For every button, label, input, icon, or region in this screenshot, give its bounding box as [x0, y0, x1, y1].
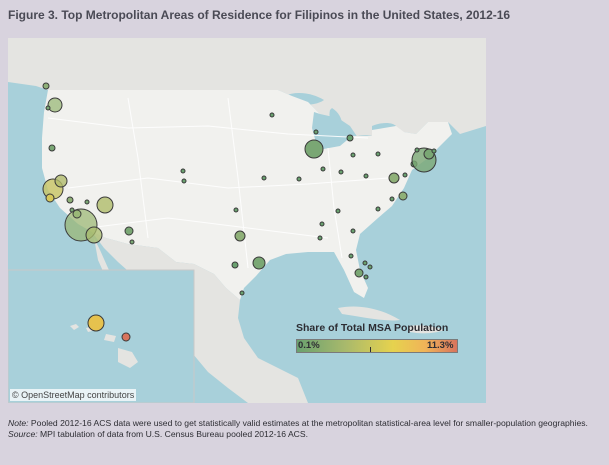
- metro-circle: [350, 228, 356, 234]
- metro-circle: [354, 268, 364, 278]
- hawaii-island-1: [70, 324, 79, 330]
- metro-circle: [335, 208, 341, 214]
- metro-circle: [320, 166, 326, 172]
- legend-max-label: 11.3%: [427, 340, 454, 351]
- metro-circle: [239, 290, 245, 296]
- metro-circle: [350, 152, 356, 158]
- metro-circle: [69, 207, 75, 213]
- us-landmass: [42, 90, 452, 300]
- metro-circle: [72, 209, 82, 219]
- metro-circle: [124, 226, 134, 236]
- map-canvas[interactable]: [8, 38, 486, 403]
- metro-circle: [431, 148, 437, 154]
- metro-circle: [48, 144, 56, 152]
- metro-circle: [402, 172, 408, 178]
- figure-notes: Note: Pooled 2012-16 ACS data were used …: [8, 418, 600, 440]
- metro-circle: [261, 175, 267, 181]
- metro-circle: [85, 226, 103, 244]
- legend-color-scale: [296, 339, 458, 353]
- metro-circle: [269, 112, 275, 118]
- attribution-text: © OpenStreetMap contributors: [12, 390, 135, 400]
- metro-circle: [87, 314, 105, 332]
- inset-frame: [8, 269, 195, 403]
- note-text: Pooled 2012-16 ACS data were used to get…: [28, 418, 588, 428]
- metro-circle: [45, 105, 51, 111]
- metro-circle: [375, 206, 381, 212]
- metro-circle: [398, 191, 408, 201]
- baja-peninsula: [94, 238, 124, 300]
- metro-circle: [180, 168, 186, 174]
- metro-circle: [234, 230, 246, 242]
- metro-circles: [42, 82, 437, 342]
- note-line: Note: Pooled 2012-16 ACS data were used …: [8, 418, 600, 429]
- lake-ontario: [372, 123, 396, 131]
- metro-circle: [42, 82, 50, 90]
- hispaniola: [408, 325, 444, 334]
- metro-circle: [252, 256, 266, 270]
- legend-title: Share of Total MSA Population: [296, 322, 449, 334]
- map-attribution[interactable]: © OpenStreetMap contributors: [10, 389, 137, 401]
- hawaii-island-4: [118, 348, 138, 368]
- metro-circle: [47, 97, 63, 113]
- note-label: Note:: [8, 418, 29, 428]
- metro-circle: [367, 264, 373, 270]
- metro-circle: [233, 207, 239, 213]
- metro-circle: [96, 196, 114, 214]
- metro-circle: [317, 235, 323, 241]
- metro-circle: [375, 151, 381, 157]
- source-line: Source: MPI tabulation of data from U.S.…: [8, 429, 600, 440]
- metro-circle: [363, 274, 369, 280]
- metro-circle: [346, 134, 354, 142]
- figure-title: Figure 3. Top Metropolitan Areas of Resi…: [8, 8, 511, 22]
- metro-circle: [54, 174, 68, 188]
- metro-circle: [45, 193, 55, 203]
- metro-circle: [181, 178, 187, 184]
- metro-circle: [296, 176, 302, 182]
- map-svg: [8, 38, 486, 403]
- metro-circle: [66, 196, 74, 204]
- metro-circle: [319, 221, 325, 227]
- legend-tick: [370, 347, 371, 352]
- hawaii-island-3: [104, 334, 116, 342]
- metro-circle: [389, 196, 395, 202]
- cuba: [338, 306, 400, 321]
- metro-circle: [121, 332, 131, 342]
- metro-circle: [414, 147, 420, 153]
- metro-circle: [304, 139, 324, 159]
- canada-landmass: [8, 38, 486, 146]
- metro-circle: [423, 148, 435, 160]
- metro-circle: [129, 239, 135, 245]
- metro-circle: [338, 169, 344, 175]
- metro-circle: [313, 129, 319, 135]
- legend-min-label: 0.1%: [298, 340, 320, 351]
- metro-circle: [231, 261, 239, 269]
- source-text: MPI tabulation of data from U.S. Census …: [37, 429, 309, 439]
- lake-huron: [329, 108, 343, 136]
- metro-circle: [362, 260, 368, 266]
- source-label: Source:: [8, 429, 38, 439]
- metro-circle: [388, 172, 400, 184]
- metro-circle: [348, 253, 354, 259]
- metro-circle: [363, 173, 369, 179]
- metro-circle: [84, 199, 90, 205]
